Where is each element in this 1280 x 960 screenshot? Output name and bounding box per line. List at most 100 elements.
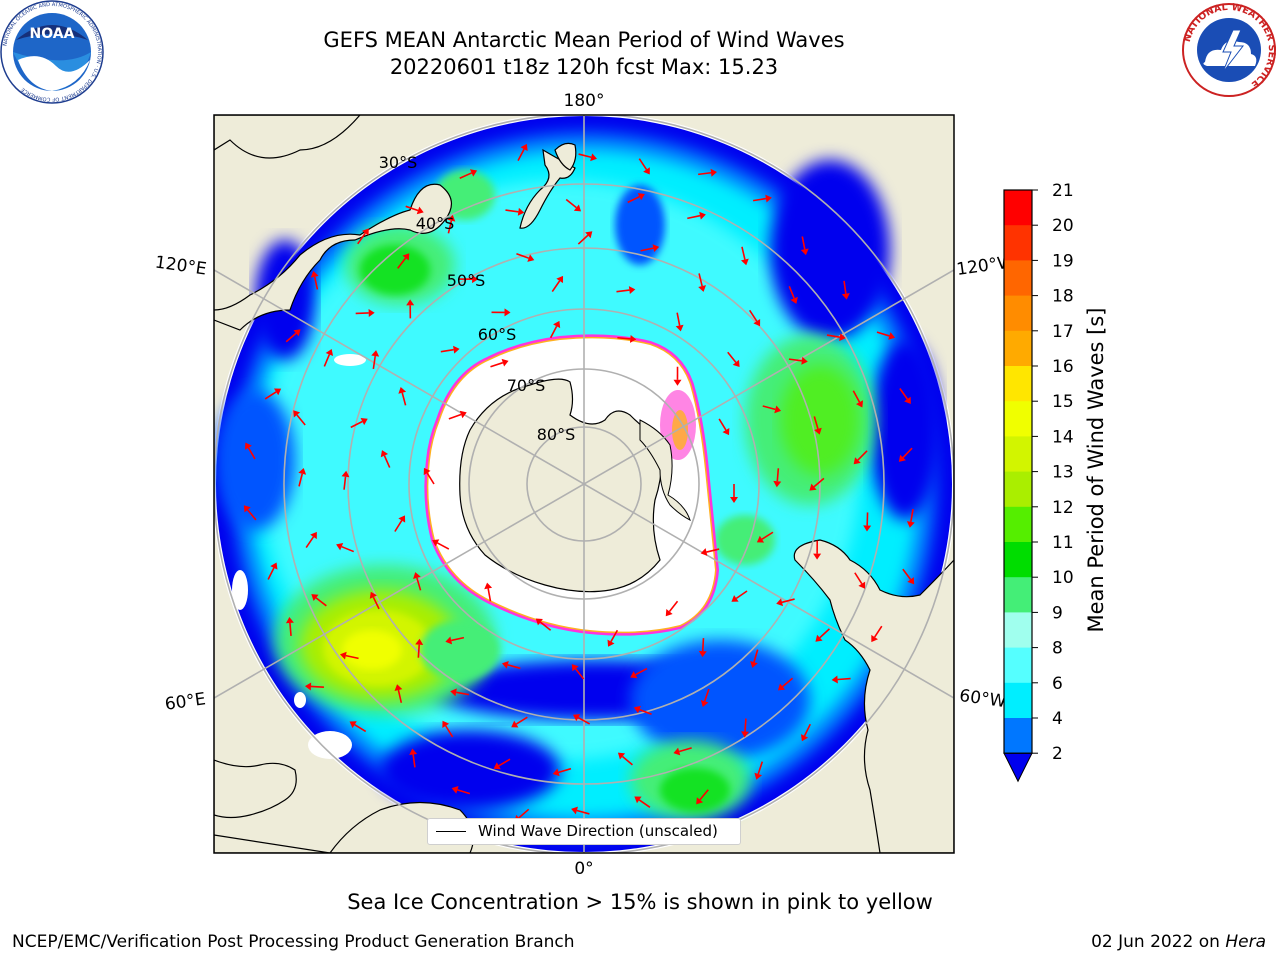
wave-arrow-shaft	[639, 708, 652, 716]
wave-arrow-head	[270, 562, 278, 570]
wave-arrow-head	[831, 675, 838, 684]
wave-arrow-head	[777, 683, 786, 691]
wave-arrow-shaft	[447, 220, 453, 234]
wave-arrow-shaft	[549, 325, 558, 339]
colorbar: 21 20 19 18 17 16 15 14 13 12 11 10 9 8 6 4 2	[1003, 181, 1074, 783]
wave-arrow-shaft	[762, 405, 776, 411]
wave-arrow-head	[362, 228, 369, 236]
wave-arrow-shaft	[456, 691, 470, 696]
wave-arrow-head	[553, 320, 561, 329]
wave-arrow-head	[501, 358, 509, 367]
wave-arrow-head	[304, 682, 312, 691]
wave-arrow-head	[628, 286, 636, 295]
wave-arrow-head	[700, 699, 709, 707]
lat-label-50s: 50°S	[447, 271, 486, 290]
wave-arrow-head	[504, 308, 511, 317]
wave-arrow-shaft	[516, 252, 529, 259]
wave-arrow-head	[459, 410, 467, 419]
wave-arrow-head	[774, 405, 782, 414]
wave-arrow-shaft	[640, 247, 654, 252]
colorbar-tick-label: 4	[1052, 709, 1063, 729]
wave-arrow-head	[633, 705, 641, 714]
wave-arrow-shaft	[788, 285, 795, 299]
chart-subtitle: 20220601 t18z 120h fcst Max: 15.23	[389, 55, 779, 79]
wave-arrow-shaft	[539, 621, 552, 631]
wave-arrow-head	[493, 762, 501, 770]
legend-line-icon	[436, 831, 466, 833]
wave-arrow-head	[394, 684, 403, 691]
wave-arrow-head	[617, 752, 626, 760]
colorbar-tick-label: 12	[1052, 498, 1074, 518]
colorbar-bin	[1004, 577, 1032, 613]
wave-arrow-shaft	[574, 668, 585, 680]
wave-arrow-head	[380, 450, 389, 458]
wave-arrow-shaft	[383, 455, 391, 468]
wave-arrow-head	[839, 333, 846, 342]
wave-arrow-shaft	[345, 654, 359, 660]
wave-arrow-head	[310, 531, 317, 540]
wave-arrow-head	[731, 595, 739, 602]
wave-arrow-shaft	[578, 153, 592, 159]
wave-arrow-head	[573, 714, 581, 722]
colorbar-label-text: Mean Period of Wind Waves [s]	[1084, 307, 1108, 633]
wave-arrow-head	[310, 270, 319, 278]
wave-arrow-head	[423, 467, 431, 476]
wave-arrow-head	[800, 734, 809, 742]
wave-arrow-shaft	[761, 531, 774, 540]
colorbar-bin	[1004, 682, 1032, 719]
wave-arrow-head	[801, 356, 808, 365]
madagascar-africa	[214, 759, 297, 819]
colorbar-bin	[1004, 330, 1032, 367]
wave-arrow-shaft	[616, 289, 630, 293]
wave-arrow-shaft	[298, 473, 304, 487]
wave-arrow-head	[244, 442, 252, 450]
map-frame	[213, 114, 955, 854]
colorbar-tick-label: 10	[1052, 568, 1074, 588]
wave-arrow-head	[273, 388, 282, 396]
wave-arrow-head	[698, 650, 707, 658]
wave-arrow-shaft	[416, 577, 422, 591]
wave-arrow-shaft	[357, 232, 366, 245]
wave-arrow-shaft	[247, 509, 257, 521]
wave-arrow-head	[535, 618, 543, 626]
wave-arrow-shaft	[687, 214, 701, 220]
wave-arrow-head	[773, 480, 782, 488]
wave-arrow-head	[398, 515, 406, 523]
wave-arrow-head	[451, 786, 459, 794]
wave-arrow-head	[898, 454, 906, 462]
wave-arrow-shaft	[727, 351, 737, 363]
wave-arrow-head	[398, 386, 407, 394]
lon-label-180: 180°	[564, 91, 605, 111]
colorbar-bin	[1004, 366, 1032, 402]
wave-arrow-shaft	[517, 148, 525, 162]
wave-arrow-shaft	[788, 358, 802, 362]
legend: Wind Wave Direction (unscaled)	[427, 818, 741, 845]
wave-arrow-head	[841, 293, 850, 300]
wave-arrow-head	[814, 427, 822, 435]
wave-arrow-head	[442, 720, 450, 728]
wave-arrow-shaft	[341, 545, 355, 553]
colorbar-bin	[1004, 260, 1032, 297]
wave-arrow-head	[855, 400, 864, 408]
wave-arrow-head	[813, 553, 822, 560]
wave-arrow-head	[853, 457, 861, 465]
lon-label-60w: 60°W	[958, 686, 1007, 712]
lat-label-60s: 60°S	[478, 325, 517, 344]
wave-arrow-head	[511, 720, 519, 728]
wave-arrow-head	[790, 296, 798, 304]
wave-arrow-head	[700, 548, 708, 556]
wave-arrow-head	[556, 275, 564, 284]
wave-arrow-shaft	[638, 158, 648, 170]
wave-arrow-head	[413, 572, 421, 579]
wave-arrow-head	[741, 731, 750, 738]
wave-arrow-shaft	[397, 257, 407, 269]
colorbar-bin	[1004, 506, 1032, 543]
wave-arrow-head	[341, 470, 350, 478]
antarctica	[424, 334, 720, 636]
wave-arrow-shaft	[437, 542, 450, 550]
wave-arrow-shaft	[350, 420, 363, 429]
wave-arrow-shaft	[426, 472, 435, 485]
footer-host: Hera	[1225, 932, 1266, 952]
colorbar-bin	[1004, 612, 1032, 649]
colorbar-tick-label: 21	[1052, 181, 1074, 201]
